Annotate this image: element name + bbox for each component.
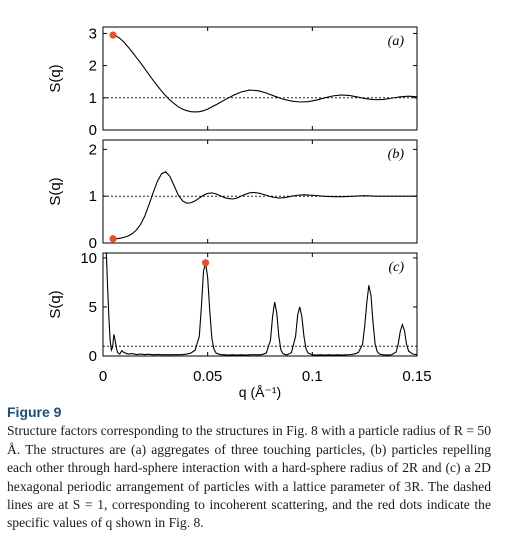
y-tick-label: 1 [89,90,97,107]
y-tick-label: 5 [89,299,97,316]
y-tick-label: 0 [89,122,97,139]
figure-caption: Figure 9 Structure factors corresponding… [7,403,491,533]
y-tick-label: 2 [89,58,97,75]
y-tick-label: 3 [89,25,97,42]
highlight-point [109,235,117,243]
panel-3: 0 5 10 S(q) (c) 0 0.05 0.1 0.15 q (Å⁻¹) [47,250,432,400]
caption-body: Structure factors corresponding to the s… [7,423,491,531]
series-line [112,34,418,113]
panel-2: 0 1 2 S(q) (b) [47,139,418,252]
plot-frame [102,26,418,131]
panel-1: 0 1 2 3 S(q) (a) [47,25,418,139]
x-tick-label: 0 [99,368,107,385]
series-line [113,171,417,240]
x-axis-label: q (Å⁻¹) [239,384,281,400]
structure-factor-figure: 0 1 2 3 S(q) (a) 0 1 2 S(q) (b) 0 5 10 S(q) (c) 0 0.05 0.1… [47,25,432,400]
series-line [105,252,418,356]
y-tick-label: 10 [80,250,97,267]
highlight-point [201,259,210,267]
plot-frame [102,139,418,244]
y-axis-label: S(q) [47,290,64,318]
panel-label: (a) [388,34,405,49]
y-axis-label: S(q) [47,177,64,205]
x-tick-label: 0.05 [193,368,222,385]
plot-frame [102,252,418,357]
panel-label: (c) [388,260,404,275]
y-axis-label: S(q) [47,64,64,92]
x-tick-label: 0.1 [302,368,323,385]
highlight-point [109,31,117,39]
panel-label: (b) [388,147,405,162]
y-tick-label: 1 [89,188,97,205]
y-tick-label: 2 [89,141,97,158]
y-tick-label: 0 [89,235,97,252]
caption-title: Figure 9 [7,404,62,420]
y-tick-label: 0 [89,348,97,365]
x-tick-label: 0.15 [402,368,431,385]
